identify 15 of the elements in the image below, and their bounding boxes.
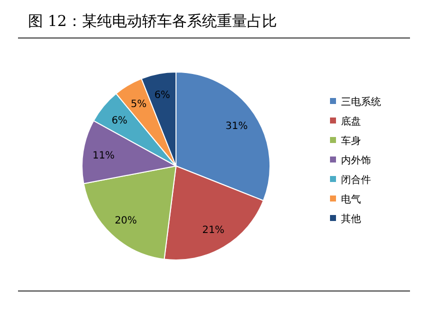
legend-label: 闭合件	[341, 174, 371, 186]
legend-label: 内外饰	[341, 154, 371, 166]
data-label: 5%	[130, 98, 147, 110]
legend-label: 其他	[341, 213, 361, 225]
data-label: 20%	[114, 215, 137, 226]
data-label: 21%	[202, 225, 224, 236]
legend-label: 三电系统	[341, 96, 381, 108]
data-label: 31%	[226, 120, 248, 132]
legend-label: 电气	[341, 194, 361, 206]
legend-label: 底盘	[341, 116, 361, 128]
data-label: 6%	[154, 90, 170, 101]
data-label: 11%	[92, 150, 115, 162]
chart-title: 图 12：某纯电动轿车各系统重量占比	[28, 12, 277, 30]
legend-label: 车身	[341, 135, 361, 147]
data-label: 6%	[112, 115, 128, 126]
